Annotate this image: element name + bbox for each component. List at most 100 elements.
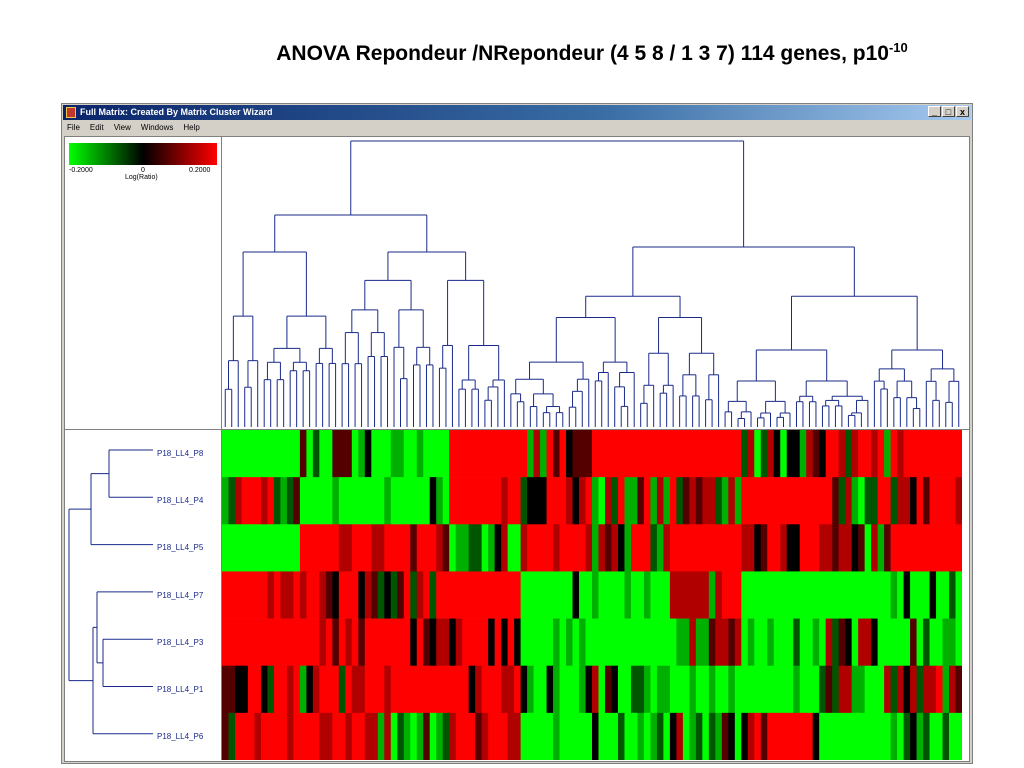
heatmap-cell xyxy=(741,618,749,667)
heatmap-cell xyxy=(663,430,671,478)
heatmap-cell xyxy=(949,665,957,714)
heatmap-cell xyxy=(643,618,652,667)
heatmap-cell xyxy=(429,524,437,572)
heatmap-cell xyxy=(423,477,431,525)
heatmap-cell xyxy=(663,524,671,572)
heatmap-cell xyxy=(676,430,684,478)
maximize-button[interactable]: □ xyxy=(942,106,955,117)
heatmap-cell xyxy=(916,430,924,478)
heatmap-cell xyxy=(728,618,736,667)
heatmap-cell xyxy=(507,665,515,714)
row-label[interactable]: P18_LL4_P6 xyxy=(157,732,204,741)
heatmap-cell xyxy=(773,477,781,525)
heatmap-cell xyxy=(377,571,385,619)
minimize-button[interactable]: _ xyxy=(928,106,941,117)
heatmap-cell xyxy=(273,618,282,667)
heatmap-cell xyxy=(579,665,587,714)
menu-windows[interactable]: Windows xyxy=(140,123,174,132)
heatmap-cell xyxy=(364,571,372,619)
heatmap-cell xyxy=(838,665,846,714)
row-label[interactable]: P18_LL4_P5 xyxy=(157,543,204,552)
heatmap-cell xyxy=(916,524,924,572)
heatmap-cell xyxy=(884,477,892,525)
heatmap-cell xyxy=(553,524,561,572)
heatmap-cell xyxy=(884,665,892,714)
heatmap-cell xyxy=(325,430,333,478)
heatmap-cell xyxy=(234,477,243,525)
heatmap-cell xyxy=(890,665,898,714)
heatmap-cell xyxy=(715,477,723,525)
heatmap-cell xyxy=(884,524,892,572)
app-icon xyxy=(66,107,76,118)
heatmap-cell xyxy=(949,618,957,667)
heatmap-cell xyxy=(397,712,405,760)
heatmap-cell xyxy=(799,618,807,667)
heatmap-cell xyxy=(364,430,372,478)
column-dendrogram[interactable] xyxy=(222,137,962,429)
heatmap-cell xyxy=(280,712,288,760)
heatmap-cell xyxy=(527,712,535,760)
heatmap-cell xyxy=(734,618,742,667)
heatmap-cell xyxy=(234,665,243,714)
heatmap-cell xyxy=(604,665,613,714)
heatmap-cell xyxy=(481,524,489,572)
heatmap-cell xyxy=(267,571,275,619)
heatmap-cell xyxy=(611,571,619,619)
heatmap-cell xyxy=(527,430,535,478)
heatmap-cell xyxy=(254,430,262,478)
heatmap-cell xyxy=(741,477,749,525)
menu-help[interactable]: Help xyxy=(183,123,200,132)
row-label[interactable]: P18_LL4_P7 xyxy=(157,591,204,600)
heatmap-cell xyxy=(819,477,827,525)
heatmap-cell xyxy=(332,430,340,478)
heatmap-cell xyxy=(695,571,703,619)
row-label[interactable]: P18_LL4_P3 xyxy=(157,638,204,647)
heatmap-cell xyxy=(585,571,593,619)
heatmap-cell xyxy=(669,524,677,572)
heatmap-cell xyxy=(520,524,528,572)
heatmap-cell xyxy=(611,524,619,572)
heatmap-cell xyxy=(858,665,866,714)
heatmap-cell xyxy=(364,712,372,760)
heatmap-cell xyxy=(728,477,736,525)
heatmap-cell xyxy=(617,571,626,619)
heatmap-cell xyxy=(832,430,840,478)
slide-title-exponent: -10 xyxy=(888,40,908,55)
menu-view[interactable]: View xyxy=(113,123,131,132)
heatmap-cell xyxy=(825,712,833,760)
row-label[interactable]: P18_LL4_P4 xyxy=(157,496,204,505)
heatmap-cell xyxy=(475,524,483,572)
heatmap-cell xyxy=(514,430,522,478)
heatmap-cell xyxy=(410,618,418,667)
close-button[interactable]: x xyxy=(956,106,969,117)
heatmap-cell xyxy=(656,618,664,667)
menu-file[interactable]: File xyxy=(67,123,80,132)
legend-panel: -0.2000 0 0.2000 Log(Ratio) xyxy=(65,137,222,429)
heatmap-cell xyxy=(449,524,457,572)
heatmap-cell xyxy=(955,618,962,667)
menu-edit[interactable]: Edit xyxy=(89,123,104,132)
heatmap-cell xyxy=(890,618,898,667)
row-label[interactable]: P18_LL4_P1 xyxy=(157,685,204,694)
heatmap-cell xyxy=(676,618,684,667)
heatmap-cell xyxy=(280,618,288,667)
heatmap-cell xyxy=(364,524,372,572)
heatmap-cell xyxy=(903,665,911,714)
heatmap-cell xyxy=(507,477,515,525)
heatmap-cell xyxy=(669,665,677,714)
heatmap-cell xyxy=(585,618,593,667)
heatmap-cell xyxy=(656,524,664,572)
heatmap-cell xyxy=(222,712,230,760)
heatmap-cell xyxy=(286,618,294,667)
expression-heatmap[interactable] xyxy=(222,430,962,760)
row-label[interactable]: P18_LL4_P8 xyxy=(157,449,204,458)
heatmap-cell xyxy=(786,712,794,760)
window-titlebar[interactable]: Full Matrix: Created By Matrix Cluster W… xyxy=(63,105,971,120)
heatmap-cell xyxy=(695,665,703,714)
heatmap-cell xyxy=(806,571,814,619)
row-dendrogram-panel[interactable]: P18_LL4_P8 P18_LL4_P4 P18_LL4_P5 P18_LL4… xyxy=(65,430,222,760)
heatmap-cell xyxy=(306,712,314,760)
heatmap-cell xyxy=(721,618,729,667)
heatmap-cell xyxy=(566,571,574,619)
heatmap-cell xyxy=(799,524,807,572)
